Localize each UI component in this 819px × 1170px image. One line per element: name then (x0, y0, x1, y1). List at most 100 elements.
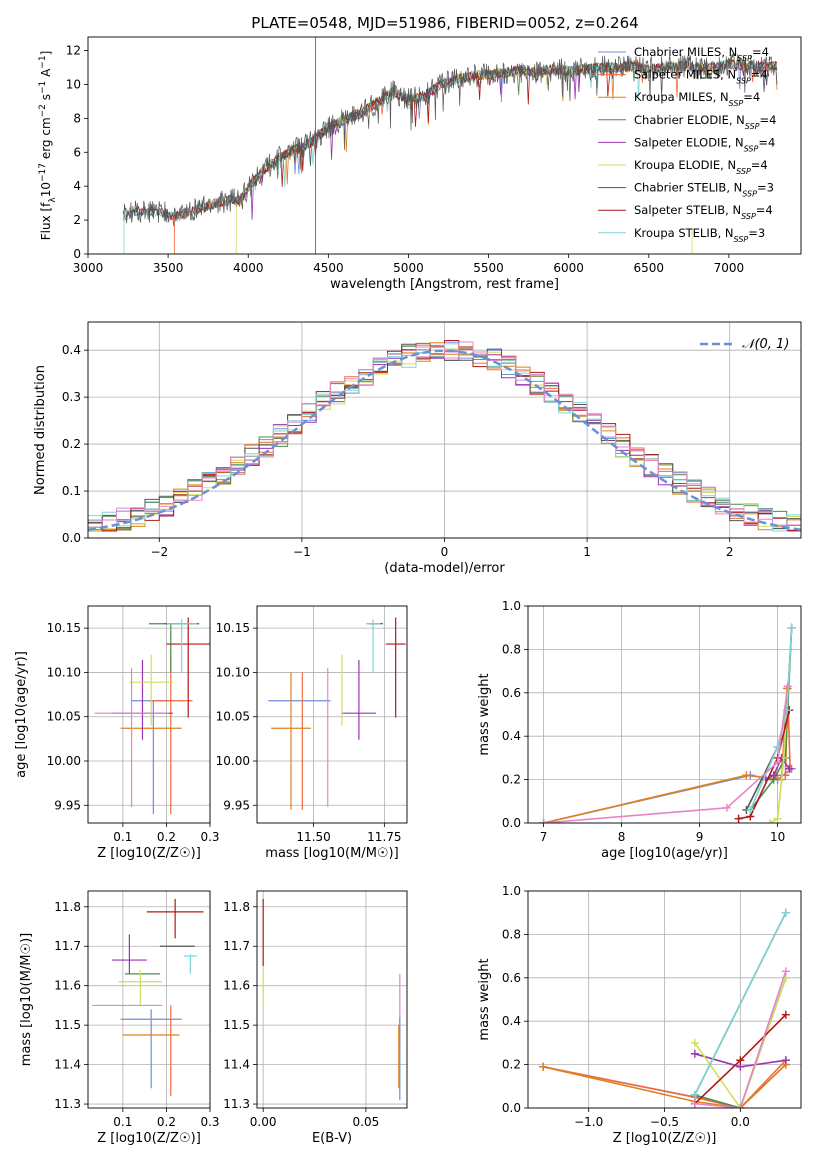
weight-point (781, 1056, 790, 1065)
errorbars (262, 898, 401, 1101)
axes-frame (256, 890, 408, 1109)
y-tick-label: 0.4 (62, 343, 81, 357)
axes-frame (87, 321, 802, 539)
age_vs_Z-panel: 0.1 0.2 0.3 9.95 10.00 10.05 10.10 10.15 Z [log1… (14, 605, 220, 861)
weight-point (781, 908, 790, 917)
y-tick-label: 11.5 (223, 1018, 250, 1032)
x-axis-label: mass [log10(M/M☉)] (265, 846, 398, 861)
x-axis-label: Z [log10(Z/Z☉)] (97, 1131, 201, 1146)
x-axis-label: wavelength [Angstrom, rest frame] (330, 277, 559, 292)
y-tick-label: 6 (73, 145, 81, 159)
x-tick-label: 6000 (553, 261, 584, 275)
figure-title: PLATE=0548, MJD=51986, FIBERID=0052, z=0… (251, 14, 638, 32)
weight-point (765, 819, 774, 823)
legend-entry: Salpeter STELIB, NSSP=4 (634, 203, 773, 221)
y-tick-label: 10.10 (47, 665, 81, 679)
weight-line-salpeter_elodie (765, 756, 790, 781)
y-tick-label: 9.95 (54, 798, 81, 812)
y-tick-label: 0.0 (62, 531, 81, 545)
y-tick-label: 10.00 (216, 754, 250, 768)
spectrum-lines (122, 37, 778, 254)
weight-point (539, 1062, 548, 1071)
x-tick-label: 9 (696, 830, 704, 844)
y-tick-label: 11.5 (54, 1018, 81, 1032)
weight-point (769, 771, 778, 780)
x-tick-label: 7 (540, 830, 548, 844)
x-tick-label: 3500 (153, 261, 184, 275)
y-tick-label: 11.3 (54, 1097, 81, 1111)
x-tick-label: 11.50 (296, 830, 330, 844)
errorbars (268, 617, 406, 810)
axes-frame (527, 890, 802, 1109)
spectrum-panel: 3000 3500 4000 4500 5000 5500 6000 6500 7000 0 2 4 6… (38, 36, 802, 292)
y-tick-label: 11.7 (223, 939, 250, 953)
y-axis-label: Normed distribution (33, 365, 48, 495)
y-tick-label: 0.0 (502, 1101, 521, 1115)
y-tick-label: 11.4 (54, 1058, 81, 1072)
weight-point (785, 764, 794, 773)
y-tick-label: 4 (73, 179, 81, 193)
weight-point (736, 1104, 745, 1108)
legend-entry: Chabrier MILES, NSSP=4 (634, 45, 769, 63)
x-tick-label: 0.05 (353, 1115, 380, 1129)
y-tick-label: 0.2 (62, 437, 81, 451)
y-tick-label: 10.15 (216, 621, 250, 635)
axes-frame (87, 890, 211, 1109)
series-chabrier_stelib (122, 53, 778, 227)
y-tick-label: 11.8 (223, 900, 250, 914)
mass_vs_Z-panel: 0.1 0.2 0.3 11.3 11.4 11.5 11.6 11.7 11.8 Z [log1… (19, 890, 220, 1146)
y-tick-label: 1.0 (502, 599, 521, 613)
y-tick-label: 10.15 (47, 621, 81, 635)
y-axis-label: mass [log10(M/M☉)] (19, 933, 34, 1066)
axes-frame (256, 605, 408, 824)
histogram-chabrier_stelib (88, 343, 801, 531)
legend-entry: Kroupa MILES, NSSP=4 (634, 90, 760, 108)
y-tick-label: 0.1 (62, 484, 81, 498)
x-tick-label: 5000 (393, 261, 424, 275)
axes-frame (87, 36, 802, 255)
weight-point (539, 819, 548, 823)
x-tick-label: 4000 (233, 261, 264, 275)
age_vs_mass-panel: 11.50 11.75 9.95 10.00 10.05 10.10 10.15 mass [… (216, 605, 408, 861)
weight-point (773, 758, 782, 767)
weight-line-kroupa_miles (543, 1064, 787, 1108)
x-axis-label: Z [log10(Z/Z☉)] (613, 1131, 717, 1146)
y-tick-label: 11.6 (54, 979, 81, 993)
legend-entry: Salpeter MILES, NSSP=4 (634, 68, 768, 86)
x-tick-label: −0.5 (650, 1115, 679, 1129)
legend-entry: Chabrier ELODIE, NSSP=4 (634, 113, 776, 131)
x-tick-label: 0.2 (157, 830, 176, 844)
normal-curve (88, 349, 801, 532)
legend-entry: Kroupa STELIB, NSSP=3 (634, 226, 765, 244)
x-tick-label: −2 (150, 545, 168, 559)
x-tick-label: 5500 (473, 261, 504, 275)
weight_vs_age-panel: 7 8 9 10 0.0 0.2 0.4 0.6 0.8 1.0 age [log10(age/yr… (477, 599, 802, 861)
y-tick-label: 0.2 (502, 773, 521, 787)
x-tick-label: 3000 (73, 261, 104, 275)
series-chabrier_stelib (122, 60, 778, 220)
legend-entry: Kroupa ELODIE, NSSP=4 (634, 158, 768, 176)
x-tick-label: 0.0 (731, 1115, 750, 1129)
weight-point (781, 967, 790, 976)
errorbars (94, 617, 210, 815)
weight-line-pink (694, 971, 787, 1108)
x-tick-label: 1 (583, 545, 591, 559)
weight_vs_Z-panel: −1.0 −0.5 0.0 0.0 0.2 0.4 0.6 0.8 1.0 Z [log10(Z/… (477, 884, 802, 1146)
weight-point (734, 814, 743, 823)
y-axis-label: mass weight (477, 958, 492, 1040)
y-tick-label: 10.05 (47, 710, 81, 724)
x-tick-label: 11.75 (367, 830, 401, 844)
weight-point (781, 1010, 790, 1019)
errorbars (92, 898, 204, 1097)
y-tick-label: 10.00 (47, 754, 81, 768)
axes-frame (527, 605, 802, 824)
weight-lines (539, 623, 796, 823)
x-tick-label: 0.1 (113, 1115, 132, 1129)
weight-line-salpeter_stelib (738, 710, 791, 820)
y-tick-label: 1.0 (502, 884, 521, 898)
x-tick-label: 0.3 (200, 1115, 219, 1129)
x-axis-label: E(B-V) (312, 1131, 352, 1146)
x-tick-label: 4500 (313, 261, 344, 275)
weight-point (742, 771, 751, 780)
